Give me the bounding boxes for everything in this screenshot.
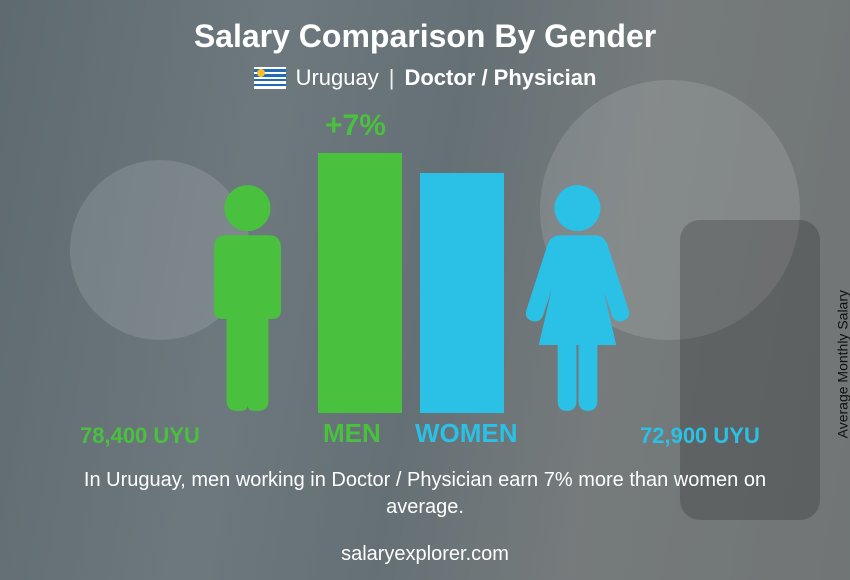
- men-salary-value: 78,400 UYU: [80, 423, 200, 449]
- uruguay-flag-icon: [254, 67, 286, 89]
- separator: |: [389, 65, 395, 91]
- women-salary-value: 72,900 UYU: [640, 423, 760, 449]
- country-label: Uruguay: [296, 65, 379, 91]
- side-axis-label: Average Monthly Salary: [834, 290, 850, 438]
- gender-comparison-chart: +7% 78,400 UYU MEN WOMEN 72,900 UYU: [0, 101, 850, 461]
- male-icon: [195, 183, 300, 413]
- percent-difference-label: +7%: [325, 109, 386, 143]
- caption-text: In Uruguay, men working in Doctor / Phys…: [0, 467, 850, 521]
- female-icon: [520, 183, 635, 413]
- women-label: WOMEN: [415, 418, 518, 449]
- page-title: Salary Comparison By Gender: [0, 18, 850, 55]
- role-label: Doctor / Physician: [404, 65, 596, 91]
- men-bar: [318, 153, 402, 413]
- women-bar: [420, 173, 504, 413]
- men-label: MEN: [323, 418, 381, 449]
- footer-site: salaryexplorer.com: [0, 543, 850, 566]
- subtitle-row: Uruguay | Doctor / Physician: [0, 65, 850, 91]
